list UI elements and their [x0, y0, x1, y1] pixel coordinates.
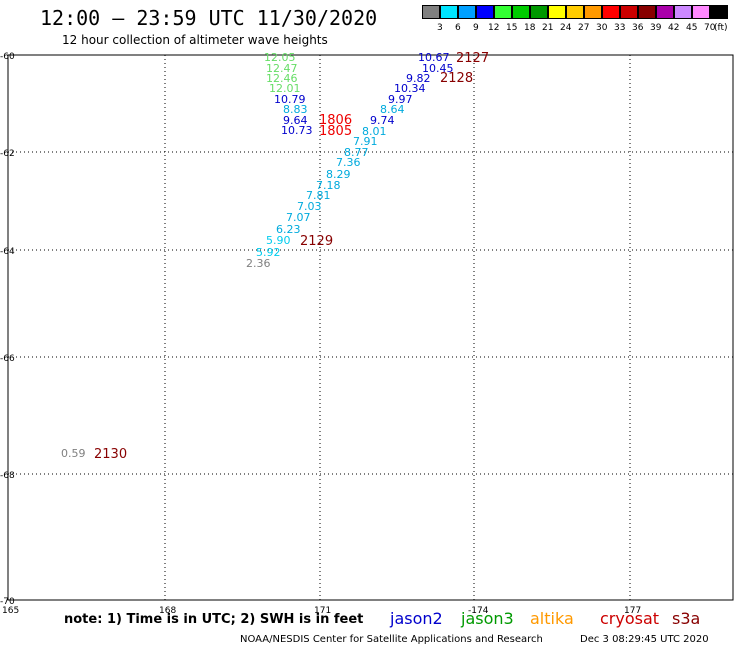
lat-tick-label: -62 — [0, 149, 15, 159]
lon-tick-label: -174 — [468, 606, 489, 616]
legend-swatch — [512, 5, 530, 19]
wave-height-label: 6.23 — [276, 223, 301, 236]
wave-height-label: 12.01 — [269, 82, 301, 95]
legend-swatch — [422, 5, 440, 19]
footer-note: note: 1) Time is in UTC; 2) SWH is in fe… — [64, 612, 364, 627]
wave-height-label: 8.83 — [283, 103, 308, 116]
map-frame — [7, 54, 734, 601]
wave-height-label: 5.90 — [266, 234, 291, 247]
wave-height-label: 8.64 — [380, 103, 405, 116]
wave-height-label: 9.97 — [388, 93, 413, 106]
wave-height-label: 7.81 — [306, 189, 331, 202]
legend-swatch — [710, 5, 728, 19]
generated-date: Dec 3 08:29:45 UTC 2020 — [580, 634, 709, 645]
legend-label: 3 — [437, 23, 443, 33]
lon-tick-label: 165 — [2, 606, 19, 616]
wave-height-label: 10.34 — [394, 82, 426, 95]
satellite-jason3: jason3 — [461, 609, 514, 628]
wave-height-label: 7.36 — [336, 156, 361, 169]
legend-label: 15 — [506, 23, 518, 33]
legend-label: 27 — [578, 23, 590, 33]
legend-swatch — [476, 5, 494, 19]
lat-tick-label: -66 — [0, 354, 15, 364]
satellite-s3a: s3a — [672, 609, 701, 628]
pass-time-label: 1805 — [319, 124, 352, 139]
legend-bar — [422, 5, 728, 19]
wave-height-label: 9.74 — [370, 114, 395, 127]
legend-unit: (ft) — [714, 23, 728, 33]
wave-height-label: 10.45 — [422, 62, 454, 75]
legend-label: 70 — [704, 23, 716, 33]
legend-label: 6 — [455, 23, 461, 33]
legend-label: 21 — [542, 23, 554, 33]
wave-height-label: 0.59 — [61, 447, 86, 460]
legend-swatch — [548, 5, 566, 19]
legend-swatch — [566, 5, 584, 19]
lon-tick-label: 177 — [624, 606, 641, 616]
wave-height-label: 12.05 — [264, 51, 296, 64]
legend-swatch — [602, 5, 620, 19]
legend-swatch — [458, 5, 476, 19]
legend-swatch — [674, 5, 692, 19]
legend-label: 30 — [596, 23, 608, 33]
wave-height-label: 10.73 — [281, 124, 313, 137]
lon-tick-label: 171 — [314, 606, 331, 616]
wave-height-label: 8.29 — [326, 168, 351, 181]
legend-label: 33 — [614, 23, 626, 33]
legend-label: 24 — [560, 23, 572, 33]
wave-height-label: 9.82 — [406, 72, 431, 85]
legend-swatch — [584, 5, 602, 19]
lon-tick-label: 168 — [159, 606, 176, 616]
pass-time-label: 2129 — [300, 234, 333, 249]
wave-height-label: 10.67 — [418, 51, 450, 64]
wave-height-label: 8.01 — [362, 125, 387, 138]
legend-swatch — [494, 5, 512, 19]
pass-time-label: 2130 — [94, 447, 127, 462]
page-title: 12:00 – 23:59 UTC 11/30/2020 — [40, 6, 378, 30]
wave-height-label: 12.47 — [266, 62, 298, 75]
legend-label: 36 — [632, 23, 644, 33]
credit-text: NOAA/NESDIS Center for Satellite Applica… — [240, 634, 543, 645]
wave-height-label: 7.18 — [316, 179, 341, 192]
legend-label: 18 — [524, 23, 536, 33]
wave-height-label: 5.92 — [256, 246, 281, 259]
wave-height-label: 2.36 — [246, 257, 271, 270]
legend-swatch — [638, 5, 656, 19]
legend-label: 12 — [488, 23, 500, 33]
legend-swatch — [656, 5, 674, 19]
legend-swatch — [620, 5, 638, 19]
satellite-altika: altika — [530, 609, 574, 628]
legend-swatch — [692, 5, 710, 19]
lat-tick-label: -60 — [0, 52, 15, 62]
wave-height-label: 7.91 — [353, 135, 378, 148]
pass-time-label: 2128 — [440, 71, 473, 86]
wave-height-label: 7.03 — [297, 200, 322, 213]
lat-tick-label: -70 — [0, 597, 15, 607]
page-subtitle: 12 hour collection of altimeter wave hei… — [62, 33, 328, 47]
legend-label: 39 — [650, 23, 662, 33]
wave-height-label: 9.64 — [283, 114, 308, 127]
lat-tick-label: -68 — [0, 471, 15, 481]
pass-time-label: 2127 — [456, 51, 489, 66]
legend-label: 42 — [668, 23, 680, 33]
wave-height-label: 8.77 — [344, 146, 369, 159]
legend-label: 9 — [473, 23, 479, 33]
wave-height-label: 7.07 — [286, 211, 311, 224]
satellite-cryosat: cryosat — [600, 609, 660, 628]
legend-swatch — [440, 5, 458, 19]
wave-height-label: 12.46 — [266, 72, 298, 85]
legend-swatch — [530, 5, 548, 19]
lat-tick-label: -64 — [0, 247, 15, 257]
satellite-jason2: jason2 — [390, 609, 443, 628]
wave-height-label: 10.79 — [274, 93, 306, 106]
pass-time-label: 1806 — [319, 113, 352, 128]
color-legend: 3 6 9 12 15 18 21 24 27 30 33 36 39 42 45 70 (ft) — [422, 5, 728, 33]
legend-label: 45 — [686, 23, 698, 33]
